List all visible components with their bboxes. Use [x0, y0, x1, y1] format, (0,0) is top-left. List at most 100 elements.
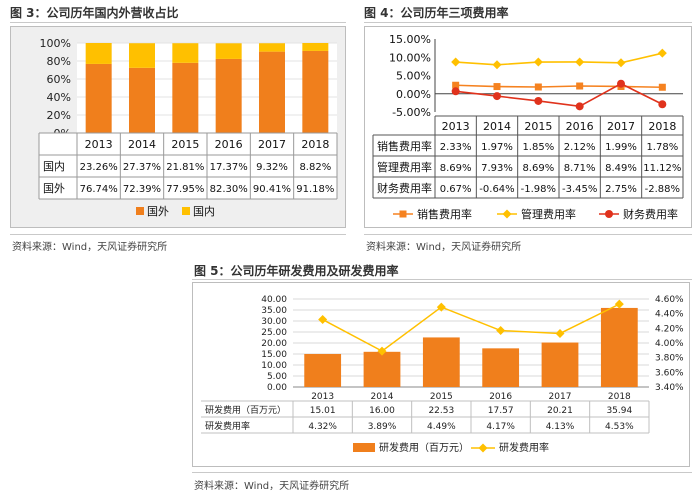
fig4-point-admin [616, 58, 626, 68]
fig5-y-left-tick: 20.00 [261, 339, 287, 349]
fig4-panel: 15.00% 10.00% 5.00% 0.00% -5.00% 2013 2014 2015… [364, 26, 692, 228]
fig5-table-cell: 4.53% [605, 422, 634, 432]
fig3-table-cell: 77.95% [166, 184, 204, 195]
fig4-point-admin [492, 60, 502, 70]
fig4-table-cell: 2.33% [440, 142, 472, 153]
fig3-y-tick: 40% [47, 91, 71, 104]
fig4-point-admin [451, 57, 461, 67]
fig5-y-right-tick: 3.40% [655, 383, 684, 393]
fig4-source-rule [364, 234, 692, 235]
fig4-point-admin [533, 57, 543, 67]
fig4-point-admin [657, 48, 667, 58]
fig4-x-tick: 2015 [524, 120, 552, 133]
fig4-legend-label: 管理费用率 [521, 207, 576, 221]
fig3-bar-domestic [129, 43, 155, 68]
fig5-x-tick: 2018 [608, 392, 631, 402]
fig4-table-cell: 8.69% [522, 163, 554, 174]
fig5-x-tick: 2017 [549, 392, 572, 402]
fig3-table-cell: 76.74% [80, 184, 118, 195]
fig5-legend-swatch [353, 443, 375, 452]
fig3-bar-foreign [85, 63, 112, 133]
fig5-table-cell: 15.01 [310, 406, 336, 416]
fig4-legend-marker [605, 210, 613, 218]
fig4-table-cell: 8.49% [605, 163, 637, 174]
fig4-title: 图 4：公司历年三项费用率 [364, 6, 509, 20]
fig4-table-row-label: 销售费用率 [377, 139, 432, 153]
fig3-table-cell: 8.82% [299, 162, 331, 173]
fig5-table-cell: 22.53 [428, 406, 454, 416]
fig4-y-tick: -5.00% [392, 106, 431, 119]
fig5-x-tick: 2013 [311, 392, 334, 402]
fig3-chart: 0%20%40%60%80%100%2013201420152016201720… [11, 27, 345, 227]
fig3-legend-label: 国内 [193, 204, 215, 218]
fig3-legend-swatch [136, 207, 144, 215]
fig4-chart: 15.00% 10.00% 5.00% 0.00% -5.00% 2013 2014 2015… [372, 33, 684, 221]
fig4-point-finance [617, 79, 625, 88]
fig5-y-right-tick: 4.20% [655, 324, 684, 334]
fig3-source: 资料来源：Wind，天风证券研究所 [12, 242, 168, 253]
fig4-table-cell: -1.98% [521, 184, 556, 195]
fig5-y-right-tick: 4.60% [655, 295, 684, 305]
fig4-point-finance [575, 102, 584, 111]
fig3-bar-domestic [259, 43, 285, 52]
fig3-x-tick: 2015 [171, 138, 199, 151]
fig3-table-cell: 72.39% [123, 184, 161, 195]
fig5-legend-marker [478, 443, 488, 453]
fig3-table-cell: 82.30% [210, 184, 248, 195]
fig5-point-rate [377, 346, 387, 356]
fig3-bar-domestic [172, 43, 199, 63]
fig3-legend-swatch [182, 207, 190, 215]
fig4-point-selling [452, 81, 460, 89]
fig4-point-selling [493, 83, 501, 91]
fig5-x-tick: 2015 [430, 392, 453, 402]
fig4-table-cell: 2.75% [605, 184, 637, 195]
fig5-y-left-tick: 15.00 [261, 350, 287, 360]
fig4-point-selling [576, 82, 584, 90]
fig3-bar-foreign [215, 58, 242, 133]
fig3-x-tick: 2014 [128, 138, 156, 151]
fig3-bar-domestic [302, 43, 329, 51]
fig3-plot-area [77, 43, 337, 133]
fig3-y-tick: 100% [40, 37, 71, 50]
fig5-table-cell: 3.89% [368, 422, 397, 432]
fig4-y-tick: 0.00% [396, 88, 431, 101]
fig5-y-left-tick: 25.00 [261, 328, 287, 338]
fig3-table-cell: 90.41% [253, 184, 291, 195]
fig3-title-rule [10, 22, 346, 23]
fig4-table-cell: 8.69% [440, 163, 472, 174]
fig3-title: 图 3：公司历年国内外营收占比 [10, 6, 179, 20]
fig5-legend-label: 研发费用（百万元） [379, 441, 469, 454]
fig4-table-cell: 8.71% [564, 163, 596, 174]
fig5-chart: 40.0035.0030.0025.0020.0015.0010.005.000… [201, 295, 684, 454]
fig5-y-right-tick: 4.00% [655, 339, 684, 349]
fig5-y-left-tick: 10.00 [261, 361, 287, 371]
fig4-line-finance [455, 82, 663, 108]
fig5-bar [482, 348, 520, 387]
fig5-point-rate [555, 328, 565, 338]
fig4-point-selling [658, 83, 666, 91]
fig4-legend-label: 销售费用率 [417, 207, 472, 221]
fig5-y-left-tick: 0.00 [267, 383, 287, 393]
fig5-table-cell: 4.49% [427, 422, 456, 432]
fig4-point-selling [534, 83, 542, 91]
fig5-bar [422, 337, 460, 387]
fig5-bar [304, 353, 342, 387]
fig3-panel: 0%20%40%60%80%100%2013201420152016201720… [10, 26, 346, 228]
fig4-table-cell: 1.85% [522, 142, 554, 153]
fig3-y-tick: 80% [47, 55, 71, 68]
fig3-bar-foreign [129, 67, 155, 133]
fig5-y-left-tick: 30.00 [261, 317, 287, 327]
fig3-source-rule [10, 234, 346, 235]
fig5-y-left-tick: 40.00 [261, 295, 287, 305]
fig4-table-cell: 0.67% [440, 184, 472, 195]
fig4-point-finance [534, 96, 543, 105]
fig5-x-tick: 2014 [371, 392, 394, 402]
fig3-bar-foreign [172, 62, 199, 133]
fig4-y-tick: 15.00% [389, 33, 431, 46]
fig4-table-cell: 11.12% [643, 163, 681, 174]
fig5-y-right-tick: 3.60% [655, 368, 684, 378]
fig4-point-finance [658, 100, 667, 109]
fig5-table-cell: 35.94 [606, 406, 632, 416]
fig5-y-left-tick: 5.00 [267, 372, 287, 382]
fig4-table-cell: -3.45% [562, 184, 597, 195]
